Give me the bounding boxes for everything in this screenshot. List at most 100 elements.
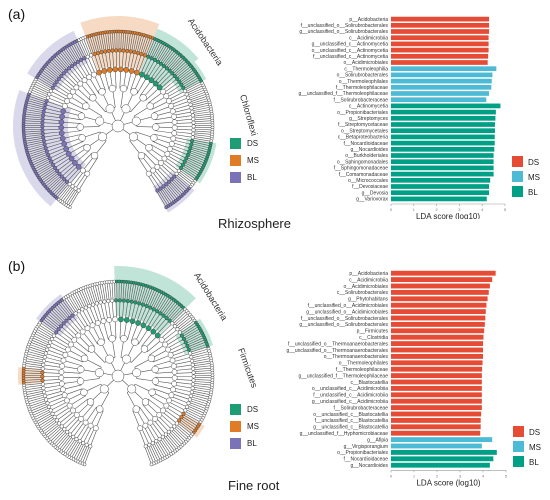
tree-branch [49, 310, 64, 325]
x-tick-label: 0 [390, 473, 393, 478]
tree-branch [35, 79, 53, 89]
tree-node [64, 318, 69, 323]
tree-branch [147, 288, 156, 307]
tree-node [147, 442, 152, 447]
tree-node [183, 340, 188, 345]
tree-node [41, 386, 46, 391]
tree-branch [48, 345, 67, 354]
tree-node [84, 170, 91, 177]
tree-branch [156, 45, 168, 62]
tree-branch [156, 167, 170, 182]
tree-branch [170, 179, 185, 194]
tree-node [91, 302, 96, 307]
tree-branch [69, 169, 82, 185]
tree-branch [156, 70, 170, 85]
tree-node [167, 68, 172, 73]
tree-branch [185, 158, 204, 168]
tree-branch [192, 137, 212, 142]
tree-branch [82, 331, 95, 347]
bar [391, 398, 482, 404]
tree-node [73, 84, 80, 91]
category-label: g__Virgisporangium [344, 444, 388, 450]
tree-branch [188, 91, 207, 99]
legend-swatch [512, 156, 523, 167]
tree-node [125, 48, 130, 54]
tree-branch [43, 360, 63, 366]
tree-node [77, 439, 82, 444]
tree-branch [173, 136, 193, 142]
tree-node [55, 168, 60, 173]
tree-branch [150, 395, 167, 406]
bar [391, 360, 483, 366]
tree-branch [184, 162, 201, 172]
tree-branch [111, 31, 114, 51]
tree-node [68, 155, 75, 162]
tree-branch [43, 111, 63, 116]
legend-swatch [513, 456, 524, 467]
tree-branch [63, 298, 76, 315]
tree-branch [126, 282, 130, 301]
tree-branch [29, 152, 48, 160]
tree-branch [42, 420, 58, 433]
tree-node [169, 427, 174, 432]
tree-node [125, 298, 130, 304]
tree-branch [173, 111, 193, 116]
tree-branch [168, 182, 182, 197]
tree-branch [63, 187, 76, 204]
tree-branch [184, 330, 202, 341]
tree-branch [157, 189, 169, 207]
tree-branch [192, 106, 211, 112]
bar [391, 379, 482, 385]
tree-node [46, 152, 51, 157]
tree-branch [44, 107, 63, 113]
tree-branch [94, 284, 100, 303]
bar [391, 78, 492, 84]
tree-branch [23, 381, 43, 384]
tree-node [161, 184, 166, 189]
category-label: g__unclassified_f__Thermoleophilaceae [298, 91, 388, 97]
legend-label: BL [247, 439, 257, 448]
tree-branch [147, 174, 158, 191]
bar [391, 29, 490, 34]
tree-branch [164, 332, 180, 344]
tree-branch [154, 360, 173, 366]
tree-node [58, 119, 65, 126]
tree-branch [155, 130, 175, 134]
tree-branch [155, 43, 166, 61]
category-label: g__Afipia [367, 437, 388, 443]
tree-node [100, 318, 107, 325]
tree-branch [52, 154, 70, 166]
tree-branch [193, 115, 213, 119]
tree-branch [62, 384, 82, 390]
tree-branch [148, 39, 158, 58]
tree-branch [90, 55, 99, 74]
tree-branch [153, 419, 167, 435]
tree-node [161, 313, 166, 318]
tree-branch [191, 102, 210, 108]
category-label: p__Acidobacteria [349, 271, 388, 277]
tree-node [155, 59, 161, 64]
tree-branch [125, 300, 129, 320]
tree-branch [85, 406, 97, 423]
tree-branch [158, 439, 170, 456]
tree-branch [190, 145, 210, 151]
tree-branch [25, 141, 45, 147]
tree-branch [193, 122, 213, 124]
tree-branch [45, 142, 64, 149]
tree-node [129, 318, 136, 325]
bar [391, 22, 490, 28]
bar [391, 392, 482, 398]
tree-node [59, 73, 64, 79]
tree-branch [155, 441, 165, 459]
tree-branch [180, 73, 197, 85]
tree-node [182, 159, 187, 164]
tree-branch [24, 111, 44, 115]
tree-branch [132, 52, 139, 72]
tree-branch [61, 376, 81, 379]
tree-branch [25, 358, 44, 363]
bar [391, 277, 493, 283]
tree-node [190, 109, 195, 114]
tree-node [132, 368, 142, 378]
tree-branch [190, 100, 210, 106]
tree-branch [124, 50, 128, 70]
